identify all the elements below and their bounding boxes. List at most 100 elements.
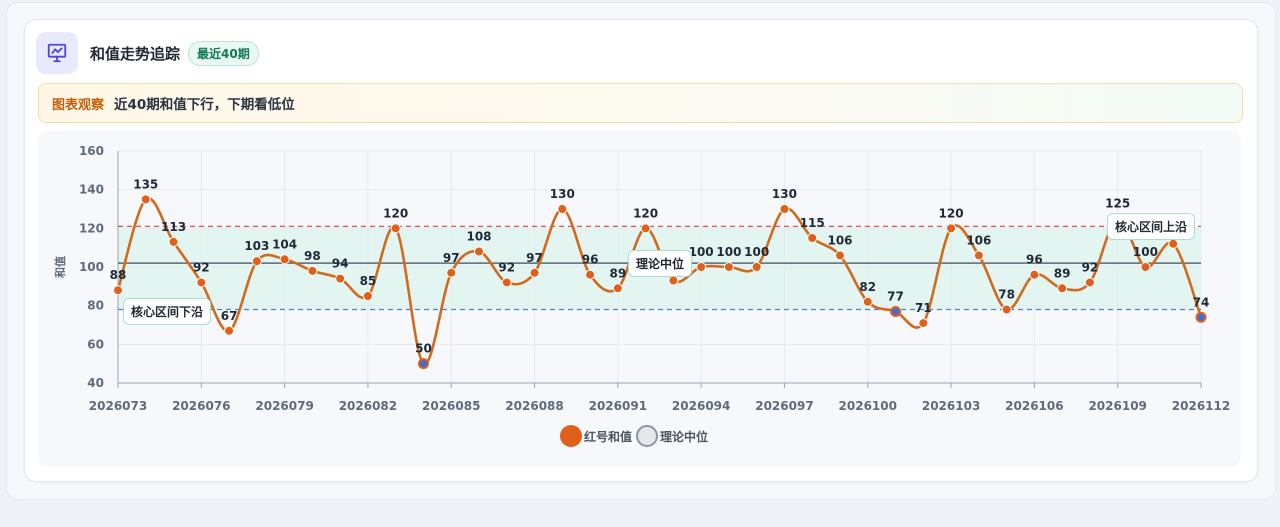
data-label: 113 bbox=[161, 220, 186, 234]
data-point bbox=[279, 254, 290, 265]
annotation-median: 理论中位 bbox=[628, 250, 693, 277]
legend-swatch-median bbox=[636, 425, 659, 447]
y-tick-label: 120 bbox=[79, 221, 104, 235]
data-label: 106 bbox=[827, 233, 852, 247]
data-label: 94 bbox=[332, 257, 349, 271]
data-label: 98 bbox=[304, 249, 321, 263]
x-tick-label: 2026100 bbox=[839, 399, 897, 413]
data-label: 92 bbox=[1082, 260, 1099, 274]
data-point bbox=[640, 223, 651, 234]
period-badge: 最近40期 bbox=[188, 40, 259, 66]
data-label: 100 bbox=[1133, 245, 1158, 259]
data-label: 78 bbox=[998, 288, 1015, 302]
data-label: 74 bbox=[1193, 295, 1210, 309]
data-label: 115 bbox=[800, 216, 825, 230]
y-tick-label: 60 bbox=[87, 337, 104, 351]
data-label: 120 bbox=[383, 206, 408, 220]
data-point bbox=[1195, 311, 1207, 323]
data-point bbox=[890, 305, 902, 317]
data-point bbox=[668, 275, 679, 286]
x-tick-label: 2026109 bbox=[1088, 399, 1146, 413]
data-label: 130 bbox=[772, 187, 797, 201]
data-point bbox=[251, 256, 262, 267]
x-tick-label: 2026097 bbox=[755, 399, 813, 413]
chart-legend: 红号和值 理论中位 bbox=[560, 425, 712, 447]
data-point bbox=[1029, 269, 1040, 280]
card-header: 和值走势追踪 最近40期 bbox=[36, 31, 259, 75]
x-tick-label: 2026088 bbox=[505, 399, 563, 413]
data-label: 100 bbox=[716, 245, 741, 259]
data-point bbox=[612, 283, 623, 294]
data-point bbox=[362, 291, 373, 301]
data-label: 97 bbox=[526, 251, 543, 265]
data-point bbox=[723, 262, 734, 272]
data-label: 67 bbox=[221, 309, 238, 323]
data-point bbox=[390, 223, 401, 234]
data-point bbox=[835, 250, 845, 261]
data-point bbox=[168, 236, 179, 247]
data-label: 89 bbox=[1054, 266, 1071, 280]
x-tick-label: 2026076 bbox=[172, 399, 230, 413]
data-label: 125 bbox=[1105, 197, 1130, 211]
y-tick-label: 40 bbox=[87, 376, 104, 390]
data-label: 130 bbox=[550, 187, 575, 201]
data-point bbox=[113, 285, 123, 296]
data-point bbox=[501, 277, 512, 288]
presentation-chart-icon bbox=[36, 32, 78, 74]
data-point bbox=[1057, 283, 1068, 294]
legend-label-median: 理论中位 bbox=[660, 429, 709, 444]
data-label: 100 bbox=[689, 245, 714, 259]
data-point bbox=[196, 277, 207, 288]
y-tick-label: 100 bbox=[79, 260, 104, 274]
data-label: 97 bbox=[443, 251, 460, 265]
data-label: 108 bbox=[466, 230, 491, 244]
x-tick-label: 2026112 bbox=[1172, 399, 1230, 413]
data-point bbox=[585, 269, 596, 280]
data-point bbox=[307, 265, 318, 276]
data-label: 92 bbox=[193, 260, 210, 274]
data-label: 106 bbox=[966, 233, 991, 247]
data-label: 104 bbox=[272, 237, 297, 251]
data-point bbox=[529, 267, 540, 278]
y-tick-label: 160 bbox=[79, 144, 104, 158]
x-tick-label: 2026073 bbox=[89, 399, 147, 413]
legend-item-sum[interactable]: 红号和值 bbox=[560, 425, 632, 447]
x-tick-label: 2026091 bbox=[589, 399, 647, 413]
data-label: 100 bbox=[744, 245, 769, 259]
data-label: 89 bbox=[609, 266, 626, 280]
data-point bbox=[696, 262, 707, 272]
data-point bbox=[474, 246, 484, 257]
data-label: 85 bbox=[360, 274, 377, 288]
data-label: 96 bbox=[1026, 253, 1043, 267]
observation-tag: 图表观察 bbox=[52, 97, 105, 113]
data-point bbox=[973, 250, 984, 261]
legend-label-sum: 红号和值 bbox=[584, 429, 633, 444]
data-point bbox=[446, 267, 457, 278]
data-point bbox=[140, 194, 151, 205]
annotation-upper-bound: 核心区间上沿 bbox=[1107, 213, 1196, 240]
data-label: 82 bbox=[859, 280, 876, 294]
data-label: 135 bbox=[133, 177, 158, 191]
data-label: 71 bbox=[915, 301, 932, 315]
annotation-lower-bound: 核心区间下沿 bbox=[123, 298, 212, 325]
y-axis-title: 和值 bbox=[53, 256, 67, 278]
card-title: 和值走势追踪 bbox=[90, 44, 181, 63]
x-tick-label: 2026082 bbox=[339, 399, 397, 413]
data-point bbox=[751, 262, 762, 272]
data-point bbox=[1084, 277, 1095, 288]
data-point bbox=[335, 273, 346, 284]
data-point bbox=[779, 204, 790, 214]
legend-swatch-sum bbox=[560, 425, 582, 447]
data-label: 50 bbox=[415, 342, 432, 356]
data-label: 92 bbox=[498, 260, 515, 274]
data-point bbox=[918, 318, 929, 329]
data-point bbox=[557, 204, 568, 214]
data-point bbox=[224, 325, 235, 336]
legend-item-median[interactable]: 理论中位 bbox=[636, 425, 708, 447]
y-tick-label: 80 bbox=[87, 299, 104, 313]
x-tick-label: 2026079 bbox=[255, 399, 313, 413]
data-label: 77 bbox=[887, 289, 904, 303]
data-label: 88 bbox=[110, 268, 127, 282]
data-label: 120 bbox=[939, 206, 964, 220]
